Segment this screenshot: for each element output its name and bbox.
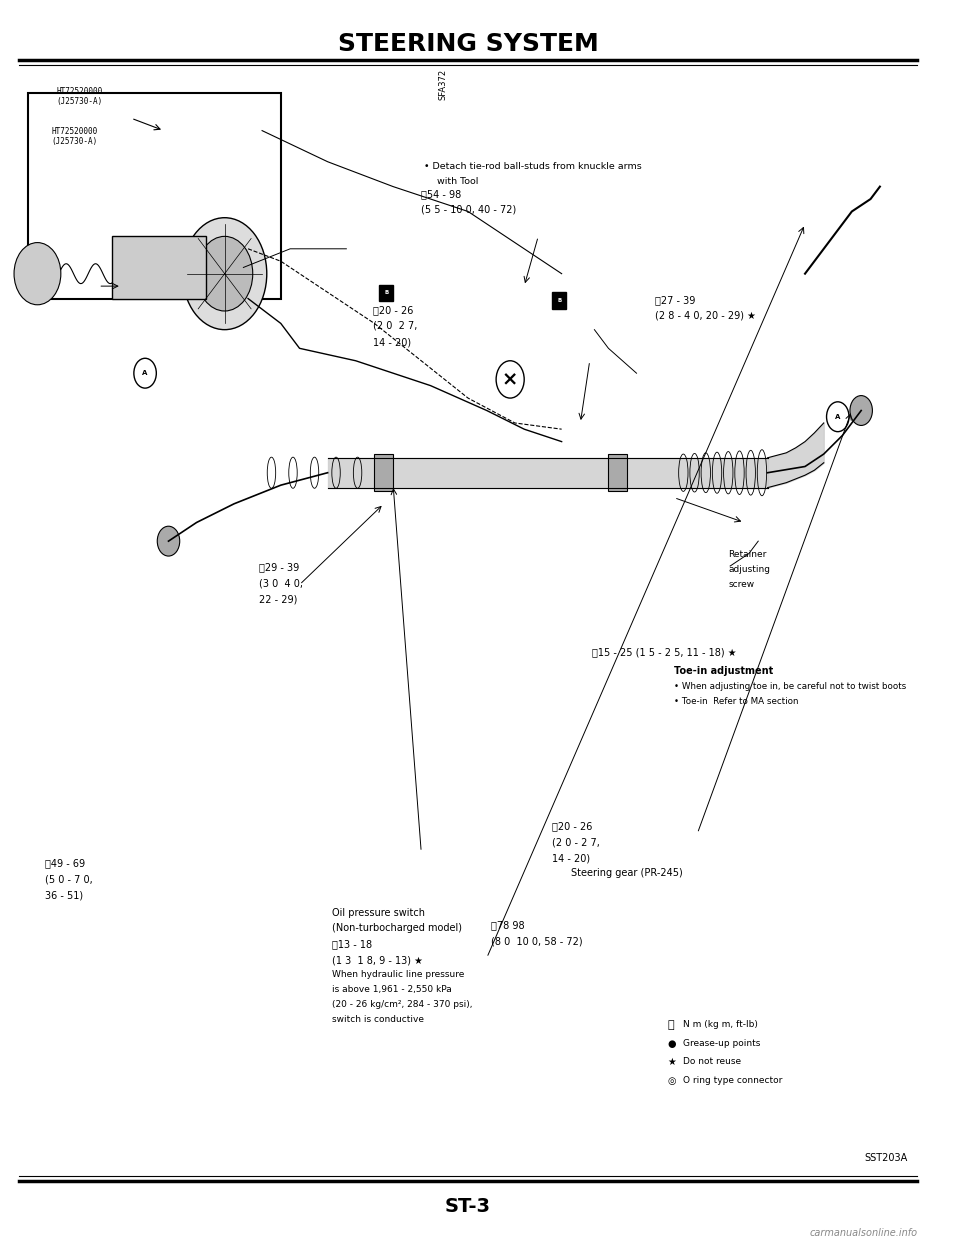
Text: Oil pressure switch: Oil pressure switch (332, 908, 425, 918)
Text: carmanualsonline.info: carmanualsonline.info (809, 1228, 918, 1238)
Text: 14 - 20): 14 - 20) (552, 853, 590, 863)
Text: ◎: ◎ (667, 1076, 676, 1086)
Text: 36 - 51): 36 - 51) (45, 891, 84, 901)
Circle shape (14, 243, 60, 305)
Text: (5 5 - 10 0, 40 - 72): (5 5 - 10 0, 40 - 72) (421, 204, 516, 214)
Text: ൱20 - 26: ൱20 - 26 (552, 821, 592, 831)
Text: SST203A: SST203A (865, 1153, 908, 1163)
Text: ൱54 - 98: ൱54 - 98 (421, 189, 462, 199)
Text: ST-3: ST-3 (445, 1197, 491, 1217)
Text: HT72520000
(J25730-A): HT72520000 (J25730-A) (57, 87, 103, 107)
Text: ൱: ൱ (667, 1020, 674, 1030)
Text: Retainer: Retainer (729, 550, 767, 559)
Text: ൱20 - 26: ൱20 - 26 (372, 305, 413, 315)
Text: ★: ★ (667, 1057, 676, 1067)
Text: ൱78 98: ൱78 98 (492, 921, 525, 931)
Text: (1 3  1 8, 9 - 13) ★: (1 3 1 8, 9 - 13) ★ (332, 955, 423, 965)
Text: • When adjusting toe in, be careful not to twist boots: • When adjusting toe in, be careful not … (674, 682, 906, 690)
Circle shape (197, 236, 252, 311)
Text: 14 - 20): 14 - 20) (372, 337, 411, 347)
Text: When hydraulic line pressure: When hydraulic line pressure (332, 970, 465, 979)
Text: adjusting: adjusting (729, 565, 770, 573)
Bar (379, 285, 394, 301)
Text: B: B (384, 290, 388, 296)
Text: STEERING SYSTEM: STEERING SYSTEM (338, 31, 598, 56)
Bar (374, 454, 394, 491)
Text: B: B (557, 297, 562, 304)
Text: A: A (142, 371, 148, 376)
Text: (2 0 - 2 7,: (2 0 - 2 7, (552, 837, 600, 847)
Text: 22 - 29): 22 - 29) (259, 595, 298, 605)
Text: (2 8 - 4 0, 20 - 29) ★: (2 8 - 4 0, 20 - 29) ★ (656, 311, 756, 321)
Bar (609, 454, 627, 491)
Text: (2 0  2 7,: (2 0 2 7, (372, 321, 417, 331)
Text: Steering gear (PR-245): Steering gear (PR-245) (571, 868, 683, 878)
Text: A: A (835, 414, 840, 419)
Text: Grease-up points: Grease-up points (684, 1039, 760, 1047)
Circle shape (827, 402, 849, 432)
Circle shape (133, 358, 156, 388)
Text: HT72520000
(J25730-A): HT72520000 (J25730-A) (52, 127, 98, 147)
Text: SFA372: SFA372 (438, 68, 447, 100)
Text: with Tool: with Tool (431, 177, 478, 185)
Text: ൱29 - 39: ൱29 - 39 (259, 562, 300, 572)
Text: ×: × (502, 369, 518, 389)
Text: ൱15 - 25 (1 5 - 2 5, 11 - 18) ★: ൱15 - 25 (1 5 - 2 5, 11 - 18) ★ (591, 647, 736, 657)
Circle shape (182, 218, 267, 330)
Text: switch is conductive: switch is conductive (332, 1015, 424, 1024)
Text: ൱27 - 39: ൱27 - 39 (656, 295, 696, 305)
Text: • Detach tie-rod ball-studs from knuckle arms: • Detach tie-rod ball-studs from knuckle… (424, 162, 642, 170)
Text: (Non-turbocharged model): (Non-turbocharged model) (332, 923, 463, 933)
Bar (552, 292, 566, 309)
Circle shape (850, 396, 873, 425)
Text: ●: ● (667, 1039, 676, 1049)
Text: screw: screw (729, 580, 755, 588)
Text: • Toe-in  Refer to MA section: • Toe-in Refer to MA section (674, 697, 799, 705)
Bar (112, 236, 206, 299)
Text: N m (kg m, ft-lb): N m (kg m, ft-lb) (684, 1020, 758, 1029)
Bar (28, 93, 281, 299)
Text: Toe-in adjustment: Toe-in adjustment (674, 666, 773, 675)
Text: (5 0 - 7 0,: (5 0 - 7 0, (45, 875, 93, 884)
Text: (20 - 26 kg/cm², 284 - 370 psi),: (20 - 26 kg/cm², 284 - 370 psi), (332, 1000, 473, 1009)
Text: ൱49 - 69: ൱49 - 69 (45, 858, 85, 868)
Text: (3 0  4 0,: (3 0 4 0, (259, 578, 303, 588)
Circle shape (157, 526, 180, 556)
Text: Do not reuse: Do not reuse (684, 1057, 741, 1066)
Text: O ring type connector: O ring type connector (684, 1076, 782, 1085)
Text: (8 0  10 0, 58 - 72): (8 0 10 0, 58 - 72) (492, 937, 583, 947)
Text: ൱13 - 18: ൱13 - 18 (332, 939, 372, 949)
Text: is above 1,961 - 2,550 kPa: is above 1,961 - 2,550 kPa (332, 985, 452, 994)
